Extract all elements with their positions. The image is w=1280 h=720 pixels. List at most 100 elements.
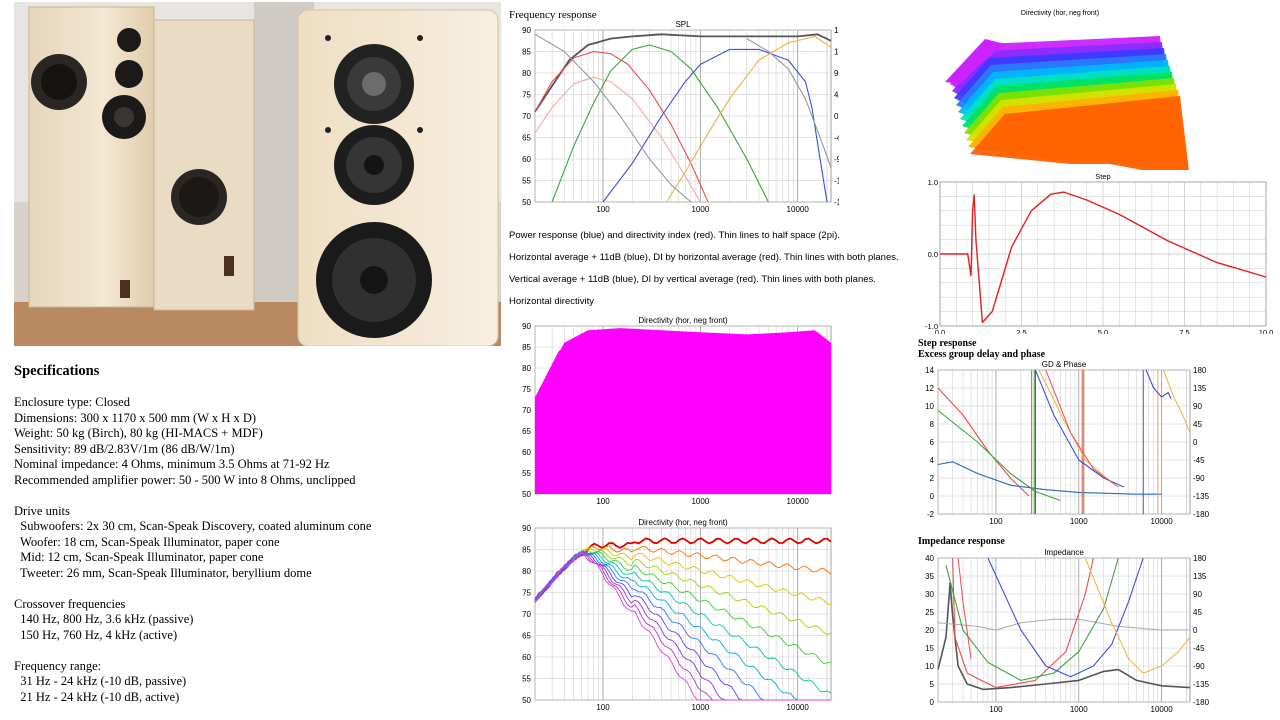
- spec-line: Woofer: 18 cm, Scan-Speak Illuminator, p…: [14, 534, 280, 549]
- phase-series: [1145, 369, 1172, 400]
- y-tick-label: 4: [930, 456, 935, 465]
- note-horizontal-directivity: Horizontal directivity: [509, 296, 594, 307]
- x-tick-label: 2.5: [1016, 328, 1026, 334]
- y-tick-label: 75: [522, 589, 531, 598]
- y2-tick-label: 90: [834, 69, 839, 78]
- spl-chart: 90 85 80 75 70 65 60 55 50 180 135 90 45 0 -45 -90 -135 -…: [522, 20, 839, 214]
- y2-tick-label: 45: [1193, 420, 1202, 429]
- y-tick-label: 55: [522, 675, 531, 684]
- y-tick-label: 70: [522, 610, 531, 619]
- x-tick-label: 10000: [787, 703, 810, 712]
- y-tick-label: 5: [930, 680, 935, 689]
- impedance-series: [952, 557, 1094, 689]
- spec-line: ​: [14, 643, 371, 659]
- spec-line: Nominal impedance: 4 Ohms, minimum 3.5 O…: [14, 457, 330, 471]
- y2-tick-label: -45: [1193, 456, 1205, 465]
- spl-series: [534, 33, 692, 203]
- y2-tick-label: 180: [1193, 366, 1207, 375]
- directivity-band: [641, 380, 691, 494]
- note-power-response: Power response (blue) and directivity in…: [509, 230, 840, 241]
- gd-series: [937, 387, 1030, 497]
- directivity-3d-chart: Directivity (hor, neg front): [945, 10, 1189, 170]
- y2-tick-label: 135: [1193, 572, 1207, 581]
- y2-tick-label: 0: [1193, 438, 1198, 447]
- y-tick-label: 90: [522, 26, 531, 35]
- phase-series: [1038, 369, 1113, 483]
- y-tick-label: 14: [925, 366, 934, 375]
- impedance-chart: 40 35 30 25 20 15 10 5 0 180 135 90 45 0 -45 -90 -135 -18…: [925, 548, 1210, 714]
- directivity-surface-chart: 90 85 80 75 70 65 60 55 50 100 1000 10000 Directivit…: [522, 316, 832, 506]
- x-tick-label: 5.0: [1098, 328, 1108, 334]
- step-response-title: Step response: [918, 338, 977, 349]
- spec-line: Mid: 12 cm, Scan-Speak Illuminator, pape…: [14, 550, 264, 564]
- spl-series: [534, 76, 701, 203]
- y-tick-label: 6: [930, 438, 935, 447]
- y-tick-label: 25: [925, 608, 934, 617]
- step-series: [940, 191, 1267, 324]
- impedance-series: [945, 557, 1119, 681]
- y-tick-label: 75: [522, 91, 531, 100]
- y-tick-label: 55: [522, 177, 531, 186]
- y2-tick-label: 0: [1193, 626, 1198, 635]
- y2-tick-label: -135: [1193, 492, 1210, 501]
- x-tick-label: 10000: [1151, 517, 1174, 526]
- spec-line: ​: [14, 488, 371, 504]
- gd-series: [937, 410, 1061, 502]
- y2-tick-label: 0: [834, 112, 839, 121]
- directivity-band: [535, 334, 639, 494]
- spec-line: Enclosure type: Closed: [14, 395, 130, 409]
- directivity-lines-chart: 90 85 80 75 70 65 60 55 50 100 1000 10000 Directivit…: [522, 518, 832, 712]
- y-tick-label: 60: [522, 155, 531, 164]
- y-tick-label: 50: [522, 696, 531, 705]
- x-tick-label: 7.5: [1179, 328, 1189, 334]
- y2-tick-label: -135: [1193, 680, 1210, 689]
- spl-series: [534, 50, 709, 203]
- y-tick-label: -2: [927, 510, 935, 519]
- chart-title: Directivity (hor, neg front): [638, 518, 728, 527]
- spl-series: [551, 44, 769, 203]
- y2-tick-label: 45: [1193, 608, 1202, 617]
- spl-series: [666, 35, 832, 203]
- spec-line: Recommended amplifier power: 50 - 500 W …: [14, 472, 356, 487]
- x-tick-label: 0.0: [935, 328, 945, 334]
- y-tick-label: 35: [925, 572, 934, 581]
- x-tick-label: 1000: [691, 703, 709, 712]
- y2-tick-label: 180: [834, 26, 839, 35]
- y-tick-label: 50: [522, 198, 531, 207]
- chart-title: Impedance: [1044, 548, 1084, 557]
- y-tick-label: 65: [522, 632, 531, 641]
- impedance-series: [987, 557, 1144, 678]
- chart-title: Step: [1095, 172, 1110, 181]
- x-tick-label: 10000: [1151, 705, 1174, 714]
- spec-line: Frequency range:: [14, 658, 102, 673]
- y-tick-label: 0: [930, 492, 935, 501]
- y-tick-label: 0.0: [928, 250, 938, 259]
- y-tick-label: 90: [522, 524, 531, 533]
- gd-phase-chart: 14 12 10 8 6 4 2 0 -2 180 135 90 45 0 -45 -90 -135 -180 10…: [925, 360, 1210, 526]
- y-tick-label: 80: [522, 567, 531, 576]
- spec-line: Subwoofers: 2x 30 cm, Scan-Speak Discove…: [14, 519, 372, 533]
- y2-tick-label: -45: [1193, 644, 1205, 653]
- spec-line: 21 Hz - 24 kHz (-10 dB, active): [14, 689, 180, 704]
- freq-response-title: Frequency response: [509, 9, 597, 21]
- y-tick-label: 8: [930, 420, 935, 429]
- y-tick-label: 30: [925, 590, 934, 599]
- y-tick-label: 12: [925, 384, 934, 393]
- y-tick-label: 70: [522, 112, 531, 121]
- y2-tick-label: 90: [1193, 590, 1202, 599]
- spec-line: 150 Hz, 760 Hz, 4 kHz (active): [14, 627, 178, 642]
- y-tick-label: 80: [522, 364, 531, 373]
- directivity-line: [534, 551, 831, 701]
- x-tick-label: 1000: [1070, 517, 1088, 526]
- chart-title: Directivity (hor, neg front): [1021, 10, 1099, 17]
- spec-line: 31 Hz - 24 kHz (-10 dB, passive): [14, 674, 187, 688]
- y-tick-label: 10: [925, 662, 934, 671]
- x-tick-label: 1000: [1070, 705, 1088, 714]
- y-tick-label: 20: [925, 626, 934, 635]
- phase-series: [1162, 369, 1191, 434]
- y-tick-label: 85: [522, 343, 531, 352]
- y-tick-label: 90: [522, 322, 531, 331]
- y-tick-label: 75: [522, 385, 531, 394]
- directivity-3d-layer: [970, 96, 1189, 170]
